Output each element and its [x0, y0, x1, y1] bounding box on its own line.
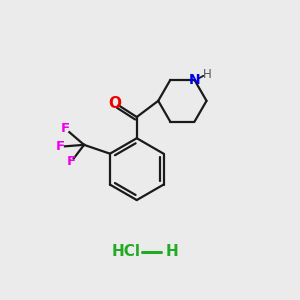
Text: HCl: HCl [112, 244, 141, 259]
Text: N: N [189, 73, 201, 87]
Text: O: O [108, 96, 121, 111]
Text: F: F [66, 155, 75, 168]
Text: F: F [61, 122, 70, 135]
Text: F: F [56, 140, 65, 153]
Text: H: H [166, 244, 178, 259]
Text: H: H [202, 68, 211, 81]
